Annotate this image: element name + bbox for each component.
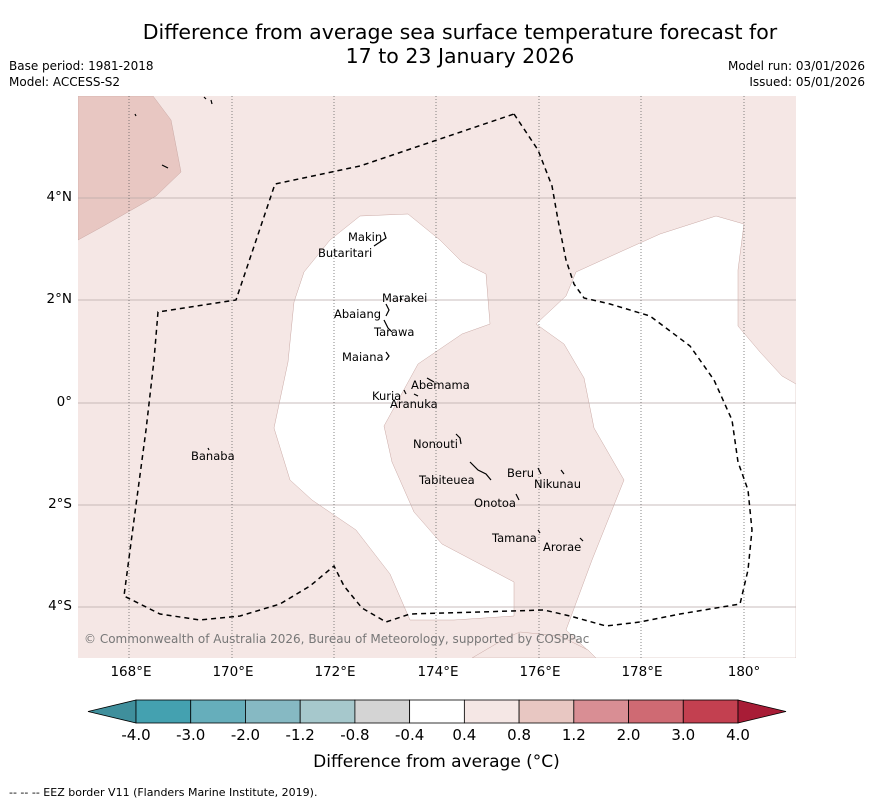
place-nonouti: Nonouti xyxy=(413,437,458,451)
place-aranuka: Aranuka xyxy=(390,397,438,411)
colorbar-swatch xyxy=(409,699,465,724)
colorbar-tick-label: 0.8 xyxy=(507,726,532,744)
lon-label-170e: 170°E xyxy=(212,664,254,680)
colorbar-swatch xyxy=(628,699,684,724)
colorbar-tick-label: 3.0 xyxy=(671,726,696,744)
colorbar-swatch xyxy=(299,699,356,724)
place-abaiang: Abaiang xyxy=(334,307,381,321)
colorbar-tick-label: -4.0 xyxy=(121,726,151,744)
colorbar-swatch xyxy=(245,699,301,724)
place-abemama: Abemama xyxy=(411,378,470,392)
place-beru: Beru xyxy=(507,466,534,480)
colorbar-swatch xyxy=(518,699,575,724)
colorbar-swatch xyxy=(135,699,192,724)
colorbar xyxy=(87,699,787,724)
lon-label-168e: 168°E xyxy=(110,664,152,680)
lat-label-4s: 4°S xyxy=(48,598,72,614)
place-marakei: Marakei xyxy=(382,291,427,305)
place-nikunau: Nikunau xyxy=(534,477,581,491)
colorbar-tick-label: -1.2 xyxy=(285,726,315,744)
lat-label-2s: 2°S xyxy=(48,496,72,512)
longitude-gridlines xyxy=(128,96,745,658)
colorbar-title: Difference from average (°C) xyxy=(313,752,560,772)
colorbar-tick-label: -2.0 xyxy=(230,726,261,744)
lon-label-176e: 176°E xyxy=(519,664,561,680)
lon-label-172e: 172°E xyxy=(314,664,356,680)
colorbar-tick-label: 2.0 xyxy=(616,726,641,744)
colorbar-under-arrow xyxy=(87,699,137,724)
colorbar-swatch xyxy=(354,699,411,724)
neutral-region-east xyxy=(535,215,796,658)
place-tarawa: Tarawa xyxy=(373,325,414,339)
colorbar-tick-label: -0.4 xyxy=(394,726,425,744)
place-makin: Makin xyxy=(348,230,382,244)
place-butaritari: Butaritari xyxy=(318,246,372,260)
map-title: Difference from average sea surface temp… xyxy=(0,20,873,68)
colorbar-swatch xyxy=(573,699,629,724)
copyright-notice: © Commonwealth of Australia 2026, Bureau… xyxy=(84,632,590,646)
colorbar-tick-label: -0.8 xyxy=(340,726,370,744)
warm-anomaly-region xyxy=(78,96,182,241)
warm-patch-bottom xyxy=(471,631,597,658)
lon-label-178e: 178°E xyxy=(621,664,663,680)
eez-footnote: -- -- -- EEZ border V11 (Flanders Marine… xyxy=(9,786,318,799)
place-tamana: Tamana xyxy=(491,531,537,545)
colorbar-tick-label: -3.0 xyxy=(176,726,206,744)
lat-label-4n: 4°N xyxy=(46,189,72,205)
latitude-gridlines xyxy=(78,197,796,608)
lon-label-174e: 174°E xyxy=(417,664,459,680)
title-line-1: Difference from average sea surface temp… xyxy=(142,20,778,44)
colorbar-over-arrow xyxy=(737,699,787,724)
islands xyxy=(134,96,584,542)
lat-label-2n: 2°N xyxy=(46,291,72,307)
place-maiana: Maiana xyxy=(342,350,384,364)
lon-label-180: 180° xyxy=(727,664,761,680)
title-line-2: 17 to 23 January 2026 xyxy=(345,44,575,68)
model-run: Model run: 03/01/2026 xyxy=(727,59,865,73)
colorbar-tick-label: 4.0 xyxy=(726,726,750,744)
meta-left: Base period: 1981-2018 Model: ACCESS-S2 xyxy=(9,58,154,90)
lat-label-0: 0° xyxy=(56,394,72,410)
eez-border xyxy=(123,113,753,627)
colorbar-swatch xyxy=(463,699,520,724)
issued-date: Issued: 05/01/2026 xyxy=(749,75,865,89)
place-kuria: Kuria xyxy=(372,389,401,403)
meta-right: Model run: 03/01/2026 Issued: 05/01/2026 xyxy=(728,58,865,90)
place-arorae: Arorae xyxy=(543,540,581,554)
place-tabiteuea: Tabiteuea xyxy=(418,473,475,487)
colorbar-swatch xyxy=(682,699,739,724)
colorbar-swatch xyxy=(190,699,246,724)
colorbar-tick-label: 0.4 xyxy=(452,726,477,744)
model-name: Model: ACCESS-S2 xyxy=(9,75,121,89)
place-onotoa: Onotoa xyxy=(474,496,516,510)
base-period: Base period: 1981-2018 xyxy=(9,59,154,73)
place-banaba: Banaba xyxy=(191,449,235,463)
colorbar-tick-label: 1.2 xyxy=(561,726,586,744)
